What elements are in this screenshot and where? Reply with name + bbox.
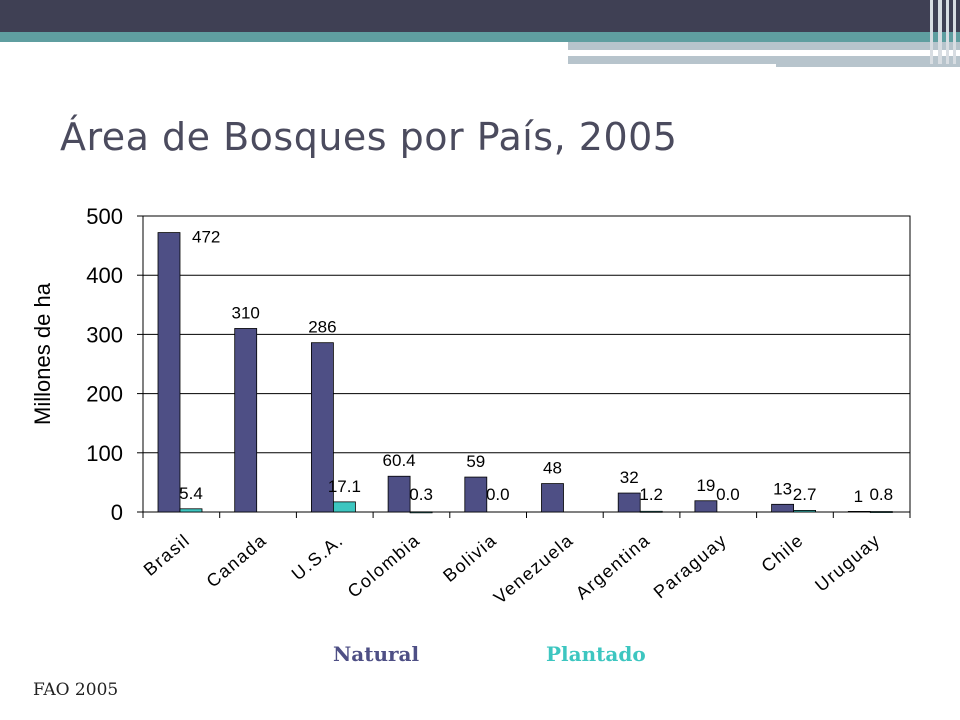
bar-natural <box>694 500 718 513</box>
data-label-plantado: 0.0 <box>716 485 740 504</box>
bar-natural <box>617 492 641 513</box>
data-label-natural: 13 <box>773 479 792 498</box>
bar-plantado <box>639 510 663 513</box>
data-label-natural: 310 <box>232 303 260 322</box>
x-category-label: Canada <box>203 530 271 592</box>
bar-plantado <box>332 501 356 513</box>
x-category-label: Paraguay <box>650 530 731 603</box>
data-label-plantado: 5.4 <box>179 484 203 503</box>
header-banner <box>0 0 960 67</box>
bar-plantado <box>409 511 433 514</box>
data-label-plantado: 0.3 <box>409 485 433 504</box>
x-category-label: Colombia <box>344 530 424 602</box>
y-tick-label: 0 <box>111 500 123 525</box>
data-label-natural: 19 <box>696 476 715 495</box>
data-label-natural: 32 <box>620 468 639 487</box>
x-category-label: Bolivia <box>439 530 501 586</box>
bar-natural <box>464 476 488 513</box>
bar-natural <box>541 483 564 513</box>
bar-natural <box>310 342 334 513</box>
x-category-label: Venezuela <box>490 530 578 608</box>
forest-area-chart: 0 100 200 300 400 500 Millones de ha 472 5.4 Bras… <box>30 204 911 608</box>
y-tick-label: 200 <box>86 382 123 407</box>
data-label-natural: 60.4 <box>383 451 416 470</box>
data-label-plantado: 1.2 <box>639 485 663 504</box>
legend-plantado: Plantado <box>546 642 646 666</box>
bar-natural <box>771 503 794 513</box>
bar-natural <box>847 511 871 513</box>
data-label-plantado: 0.0 <box>486 485 510 504</box>
y-axis-label: Millones de ha <box>30 282 55 425</box>
y-tick-label: 400 <box>86 263 123 288</box>
y-tick-label: 100 <box>86 441 123 466</box>
page-title: Área de Bosques por País, 2005 <box>60 115 678 159</box>
plot-frame <box>142 215 911 513</box>
x-category-label: Argentina <box>572 530 654 604</box>
x-category-label: U.S.A. <box>288 530 348 585</box>
bar-plantado <box>179 508 203 513</box>
x-category-label: Uruguay <box>811 530 884 596</box>
bar-natural <box>234 328 258 513</box>
x-category-label: Chile <box>757 530 807 577</box>
data-label-natural: 59 <box>466 452 485 471</box>
data-label-plantado: 0.8 <box>869 485 893 504</box>
x-category-label: Brasil <box>140 530 194 580</box>
y-tick-label: 500 <box>86 204 123 229</box>
data-label-plantado: 2.7 <box>793 485 817 504</box>
source-note: FAO 2005 <box>33 680 119 700</box>
bar-plantado <box>869 511 893 513</box>
bar-natural <box>157 232 181 513</box>
data-label-natural: 1 <box>854 487 863 506</box>
data-label-plantado: 17.1 <box>328 477 361 496</box>
data-label-natural: 472 <box>192 228 220 247</box>
bar-plantado <box>793 510 816 513</box>
y-tick-label: 300 <box>86 322 123 347</box>
bar-natural <box>387 475 411 513</box>
legend-natural: Natural <box>333 642 420 666</box>
data-label-natural: 48 <box>543 459 562 478</box>
data-label-natural: 286 <box>308 318 336 337</box>
